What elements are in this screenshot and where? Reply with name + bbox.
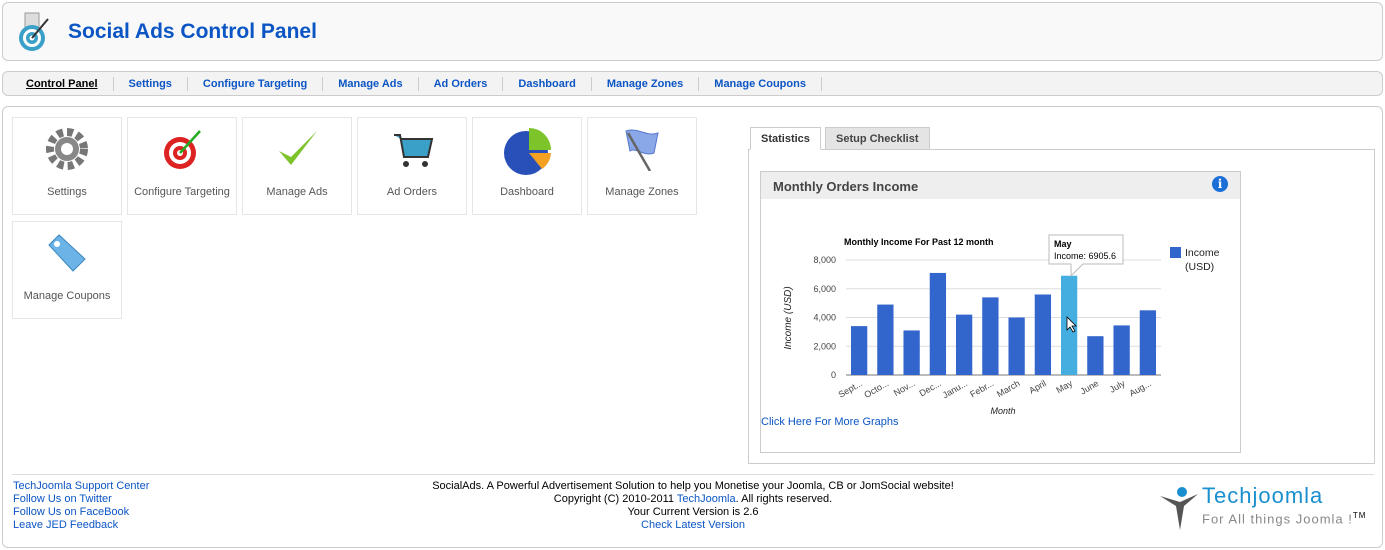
x-tick-label: Sept... xyxy=(837,378,865,400)
brand-tagline: For All things Joomla ! xyxy=(1202,511,1353,527)
bar-febr xyxy=(982,297,999,375)
nav-dashboard[interactable]: Dashboard xyxy=(503,76,592,91)
target-icon xyxy=(164,130,201,169)
x-tick-label: Febr... xyxy=(968,378,995,399)
x-tick-label: Dec... xyxy=(918,378,943,398)
y-tick-label: 6,000 xyxy=(813,284,836,294)
statistics-panel xyxy=(748,149,1375,464)
tile-label: Manage Coupons xyxy=(23,290,111,302)
bar-sept xyxy=(850,326,868,375)
tooltip-text: Income: 6905.6 xyxy=(1054,251,1116,261)
footer: TechJoomla Support Center Follow Us on T… xyxy=(12,474,1374,531)
techjoomla-figure-icon xyxy=(1160,487,1198,530)
tag-icon xyxy=(48,234,86,272)
nav-manage-zones[interactable]: Manage Zones xyxy=(592,76,700,91)
check-version-link[interactable]: Check Latest Version xyxy=(641,519,745,531)
twitter-link[interactable]: Follow Us on Twitter xyxy=(13,493,112,505)
nav-configure-targeting[interactable]: Configure Targeting xyxy=(188,76,324,91)
y-axis-label: Income (USD) xyxy=(783,286,794,349)
tile-label: Settings xyxy=(47,186,87,198)
tile-ad-orders[interactable]: Ad Orders xyxy=(357,117,467,215)
gear-icon xyxy=(46,128,88,170)
x-tick-label: June xyxy=(1078,378,1100,396)
chart-title: Monthly Income For Past 12 month xyxy=(844,237,994,247)
legend-label: Income xyxy=(1185,247,1220,259)
brand-name: Techjoomla xyxy=(1202,483,1324,508)
mouse-cursor-icon xyxy=(1066,316,1077,333)
nav-ad-orders[interactable]: Ad Orders xyxy=(419,76,504,91)
tile-label: Ad Orders xyxy=(386,186,438,198)
social-ads-logo-icon xyxy=(19,12,49,51)
tab-setup-checklist[interactable]: Setup Checklist xyxy=(825,127,930,150)
footer-tagline: SocialAds. A Powerful Advertisement Solu… xyxy=(432,480,954,492)
y-tick-label: 2,000 xyxy=(813,341,836,351)
techjoomla-link[interactable]: TechJoomla xyxy=(676,493,736,505)
nav-settings[interactable]: Settings xyxy=(114,76,188,91)
x-tick-label: April xyxy=(1027,378,1048,396)
copyright-prefix: Copyright (C) 2010-2011 xyxy=(553,493,677,505)
tile-label: Manage Ads xyxy=(266,186,328,198)
support-center-link[interactable]: TechJoomla Support Center xyxy=(13,480,150,492)
income-chart: Monthly Income For Past 12 month 0 2,000 4,… xyxy=(783,234,1220,416)
y-tick-label: 4,000 xyxy=(813,313,836,323)
pie-chart-icon xyxy=(504,128,551,175)
copyright-suffix: . All rights reserved. xyxy=(735,493,833,505)
x-tick-label: Janu... xyxy=(941,378,969,400)
x-tick-label: Octo... xyxy=(862,378,890,400)
more-graphs-link[interactable]: Click Here For More Graphs xyxy=(761,416,899,428)
version-text: Your Current Version is 2.6 xyxy=(627,506,759,518)
x-axis-label: Month xyxy=(990,406,1015,416)
main-panel xyxy=(2,106,1383,548)
x-tick-label: July xyxy=(1108,378,1127,395)
bar-march xyxy=(1008,317,1025,375)
y-tick-label: 0 xyxy=(831,370,836,380)
checkmark-icon xyxy=(279,131,317,165)
legend-label-unit: (USD) xyxy=(1185,261,1214,273)
x-tick-label: May xyxy=(1054,378,1074,395)
tile-settings[interactable]: Settings xyxy=(12,117,122,215)
x-tick-label: Nov... xyxy=(892,378,917,398)
legend-swatch xyxy=(1170,247,1181,258)
bar-janu xyxy=(955,314,973,375)
flag-icon xyxy=(625,129,659,171)
header: Social Ads Control Panel xyxy=(2,2,1383,61)
tile-label: Manage Zones xyxy=(605,186,679,198)
tab-statistics[interactable]: Statistics xyxy=(750,127,821,150)
main-nav: Control Panel Settings Configure Targeti… xyxy=(2,71,1383,96)
monthly-orders-box: Monthly Orders Income i Monthly Income Fo… xyxy=(760,171,1241,453)
facebook-link[interactable]: Follow Us on FaceBook xyxy=(13,506,130,518)
nav-manage-ads[interactable]: Manage Ads xyxy=(323,76,419,91)
jed-feedback-link[interactable]: Leave JED Feedback xyxy=(13,519,119,531)
tile-manage-ads[interactable]: Manage Ads xyxy=(242,117,352,215)
tile-manage-zones[interactable]: Manage Zones xyxy=(587,117,697,215)
bar-july xyxy=(1113,325,1130,375)
y-tick-label: 8,000 xyxy=(813,255,836,265)
info-icon[interactable]: i xyxy=(1212,176,1228,192)
bar-april xyxy=(1034,294,1052,375)
tile-label: Dashboard xyxy=(500,186,554,198)
nav-control-panel[interactable]: Control Panel xyxy=(11,76,114,91)
bar-octo xyxy=(877,304,894,375)
bar-aug xyxy=(1139,310,1157,375)
box-title: Monthly Orders Income xyxy=(773,179,919,194)
tile-label: Configure Targeting xyxy=(134,186,230,198)
x-tick-label: March xyxy=(995,378,1022,399)
cart-icon xyxy=(394,134,434,167)
bar-dec xyxy=(929,272,947,375)
tile-dashboard[interactable]: Dashboard xyxy=(472,117,582,215)
x-tick-label: Aug... xyxy=(1128,378,1153,398)
tooltip-box xyxy=(1048,234,1124,277)
bar-nov xyxy=(903,330,920,375)
trademark: TM xyxy=(1352,511,1367,520)
page-title: Social Ads Control Panel xyxy=(68,20,317,43)
tooltip-title: May xyxy=(1054,239,1072,249)
nav-manage-coupons[interactable]: Manage Coupons xyxy=(699,76,822,91)
tile-manage-coupons[interactable]: Manage Coupons xyxy=(12,221,122,319)
tile-configure-targeting[interactable]: Configure Targeting xyxy=(127,117,237,215)
bar-june xyxy=(1087,336,1104,375)
